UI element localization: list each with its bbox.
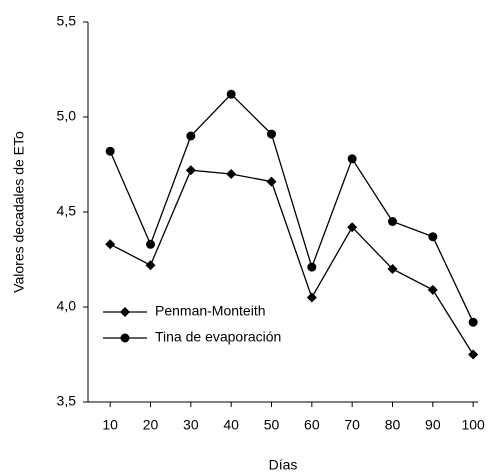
point: [105, 146, 115, 156]
x-tick-label: 60: [304, 417, 320, 433]
point: [347, 222, 358, 233]
point: [226, 89, 236, 99]
x-tick-label: 100: [461, 417, 485, 433]
point: [120, 333, 130, 343]
x-tick-label: 10: [102, 417, 118, 433]
x-axis-label: Días: [269, 457, 298, 473]
point: [105, 239, 116, 250]
point: [145, 260, 156, 271]
x-tick-label: 80: [385, 417, 401, 433]
point: [468, 349, 479, 360]
x-tick-label: 20: [143, 417, 159, 433]
x-tick-label: 40: [223, 417, 239, 433]
point: [267, 129, 277, 139]
x-tick-label: 50: [264, 417, 280, 433]
x-tick-label: 70: [344, 417, 360, 433]
point: [186, 131, 196, 141]
point: [185, 165, 196, 176]
y-tick-label: 5,0: [57, 108, 77, 124]
point: [266, 176, 277, 187]
y-tick-label: 4,5: [57, 203, 77, 219]
point: [427, 284, 438, 295]
y-tick-label: 4,0: [57, 298, 77, 314]
y-tick-label: 3,5: [57, 393, 77, 409]
point: [347, 154, 357, 164]
point: [468, 317, 478, 327]
point: [226, 169, 237, 179]
point: [307, 262, 317, 272]
y-tick-label: 5,5: [57, 13, 77, 29]
point: [120, 307, 130, 317]
series-line: [109, 169, 474, 355]
legend-label: Tina de evaporación: [155, 329, 281, 345]
x-tick-label: 30: [183, 417, 199, 433]
series-line: [109, 93, 474, 323]
point: [146, 239, 156, 249]
x-tick-label: 90: [425, 417, 441, 433]
point: [428, 232, 438, 242]
point: [387, 217, 397, 226]
legend-label: Penman-Monteith: [155, 303, 266, 319]
point: [387, 264, 398, 274]
y-axis-label: Valores decadales de ETo: [11, 131, 27, 293]
point: [306, 292, 317, 303]
